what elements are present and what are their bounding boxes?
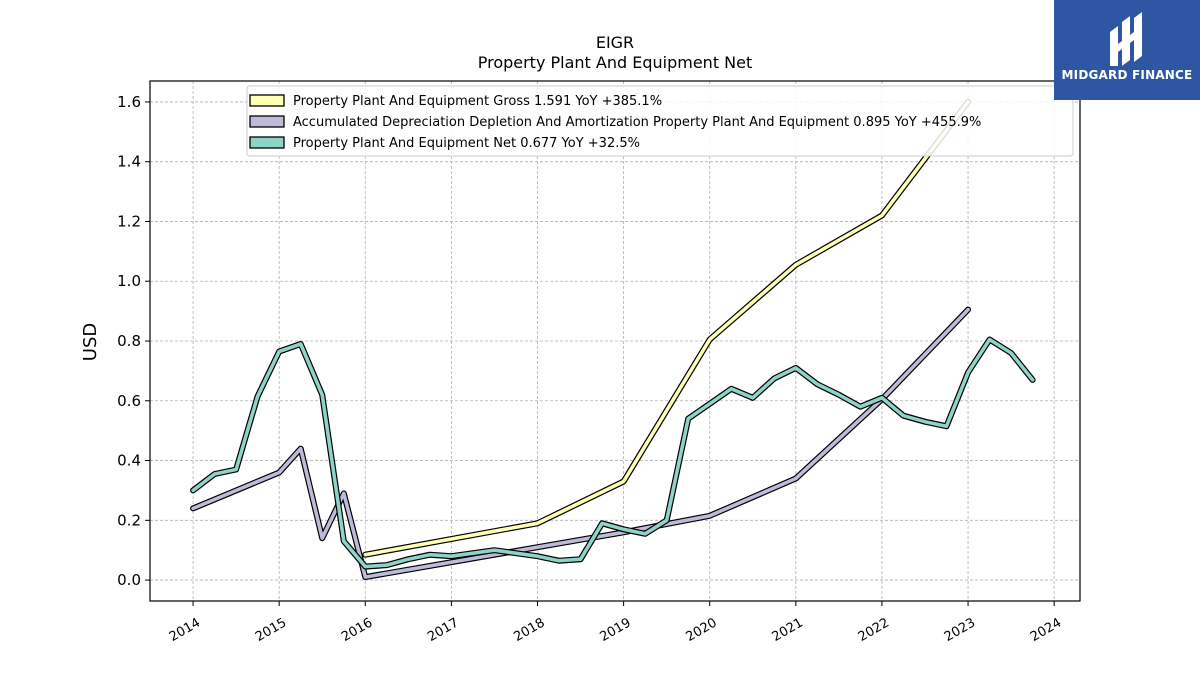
legend-swatch-0 [249,94,285,107]
y-tick-label: 1.0 [117,272,141,290]
x-tick-label: 2018 [511,615,547,645]
x-tick-label: 2019 [597,615,633,645]
chart-title: EIGR [596,33,634,52]
series-line-0 [363,100,970,557]
logo-mark-icon [1110,12,1142,66]
y-tick-label: 1.4 [117,153,141,171]
series-line-outline-1 [190,306,972,581]
y-tick-label: 1.6 [117,93,141,111]
y-axis: 0.0 0.2 0.4 0.6 0.8 1.0 1.2 1.4 1.6 [117,93,150,589]
x-tick-label: 2024 [1028,615,1064,645]
x-tick-label: 2022 [856,615,892,645]
legend-label-2: Property Plant And Equipment Net 0.677 Y… [293,136,640,151]
x-tick-label: 2017 [425,615,461,645]
chart-subtitle: Property Plant And Equipment Net [478,53,753,72]
logo: MIDGARD FINANCE [1054,0,1200,100]
y-tick-label: 1.2 [117,212,141,230]
x-tick-label: 2021 [770,615,806,645]
legend-label-0: Property Plant And Equipment Gross 1.591… [293,94,662,109]
y-tick-label: 0.0 [117,571,141,589]
x-axis: 2014 2015 2016 2017 2018 2019 2020 2021 2022 2023… [167,601,1064,645]
y-axis-label: USD [80,323,101,361]
logo-text: MIDGARD FINANCE [1061,68,1193,82]
x-tick-label: 2014 [167,615,203,645]
y-tick-label: 0.6 [117,392,141,410]
x-tick-label: 2015 [253,615,289,645]
legend-box [246,85,1074,157]
series-line-2 [191,337,1035,569]
legend-label-1: Accumulated Depreciation Depletion And A… [293,115,981,130]
y-tick-label: 0.2 [117,511,141,529]
legend-swatch-1 [249,115,285,128]
legend-swatch-2 [249,136,285,149]
legend: Property Plant And Equipment Gross 1.591… [246,85,1074,157]
y-tick-label: 0.4 [117,452,141,470]
x-tick-label: 2016 [339,615,375,645]
series-layer [190,98,1036,581]
series-line-1 [191,307,970,579]
series-line-outline-0 [362,98,972,558]
x-tick-label: 2023 [942,615,978,645]
y-tick-label: 0.8 [117,332,141,350]
x-tick-label: 2020 [684,615,720,645]
